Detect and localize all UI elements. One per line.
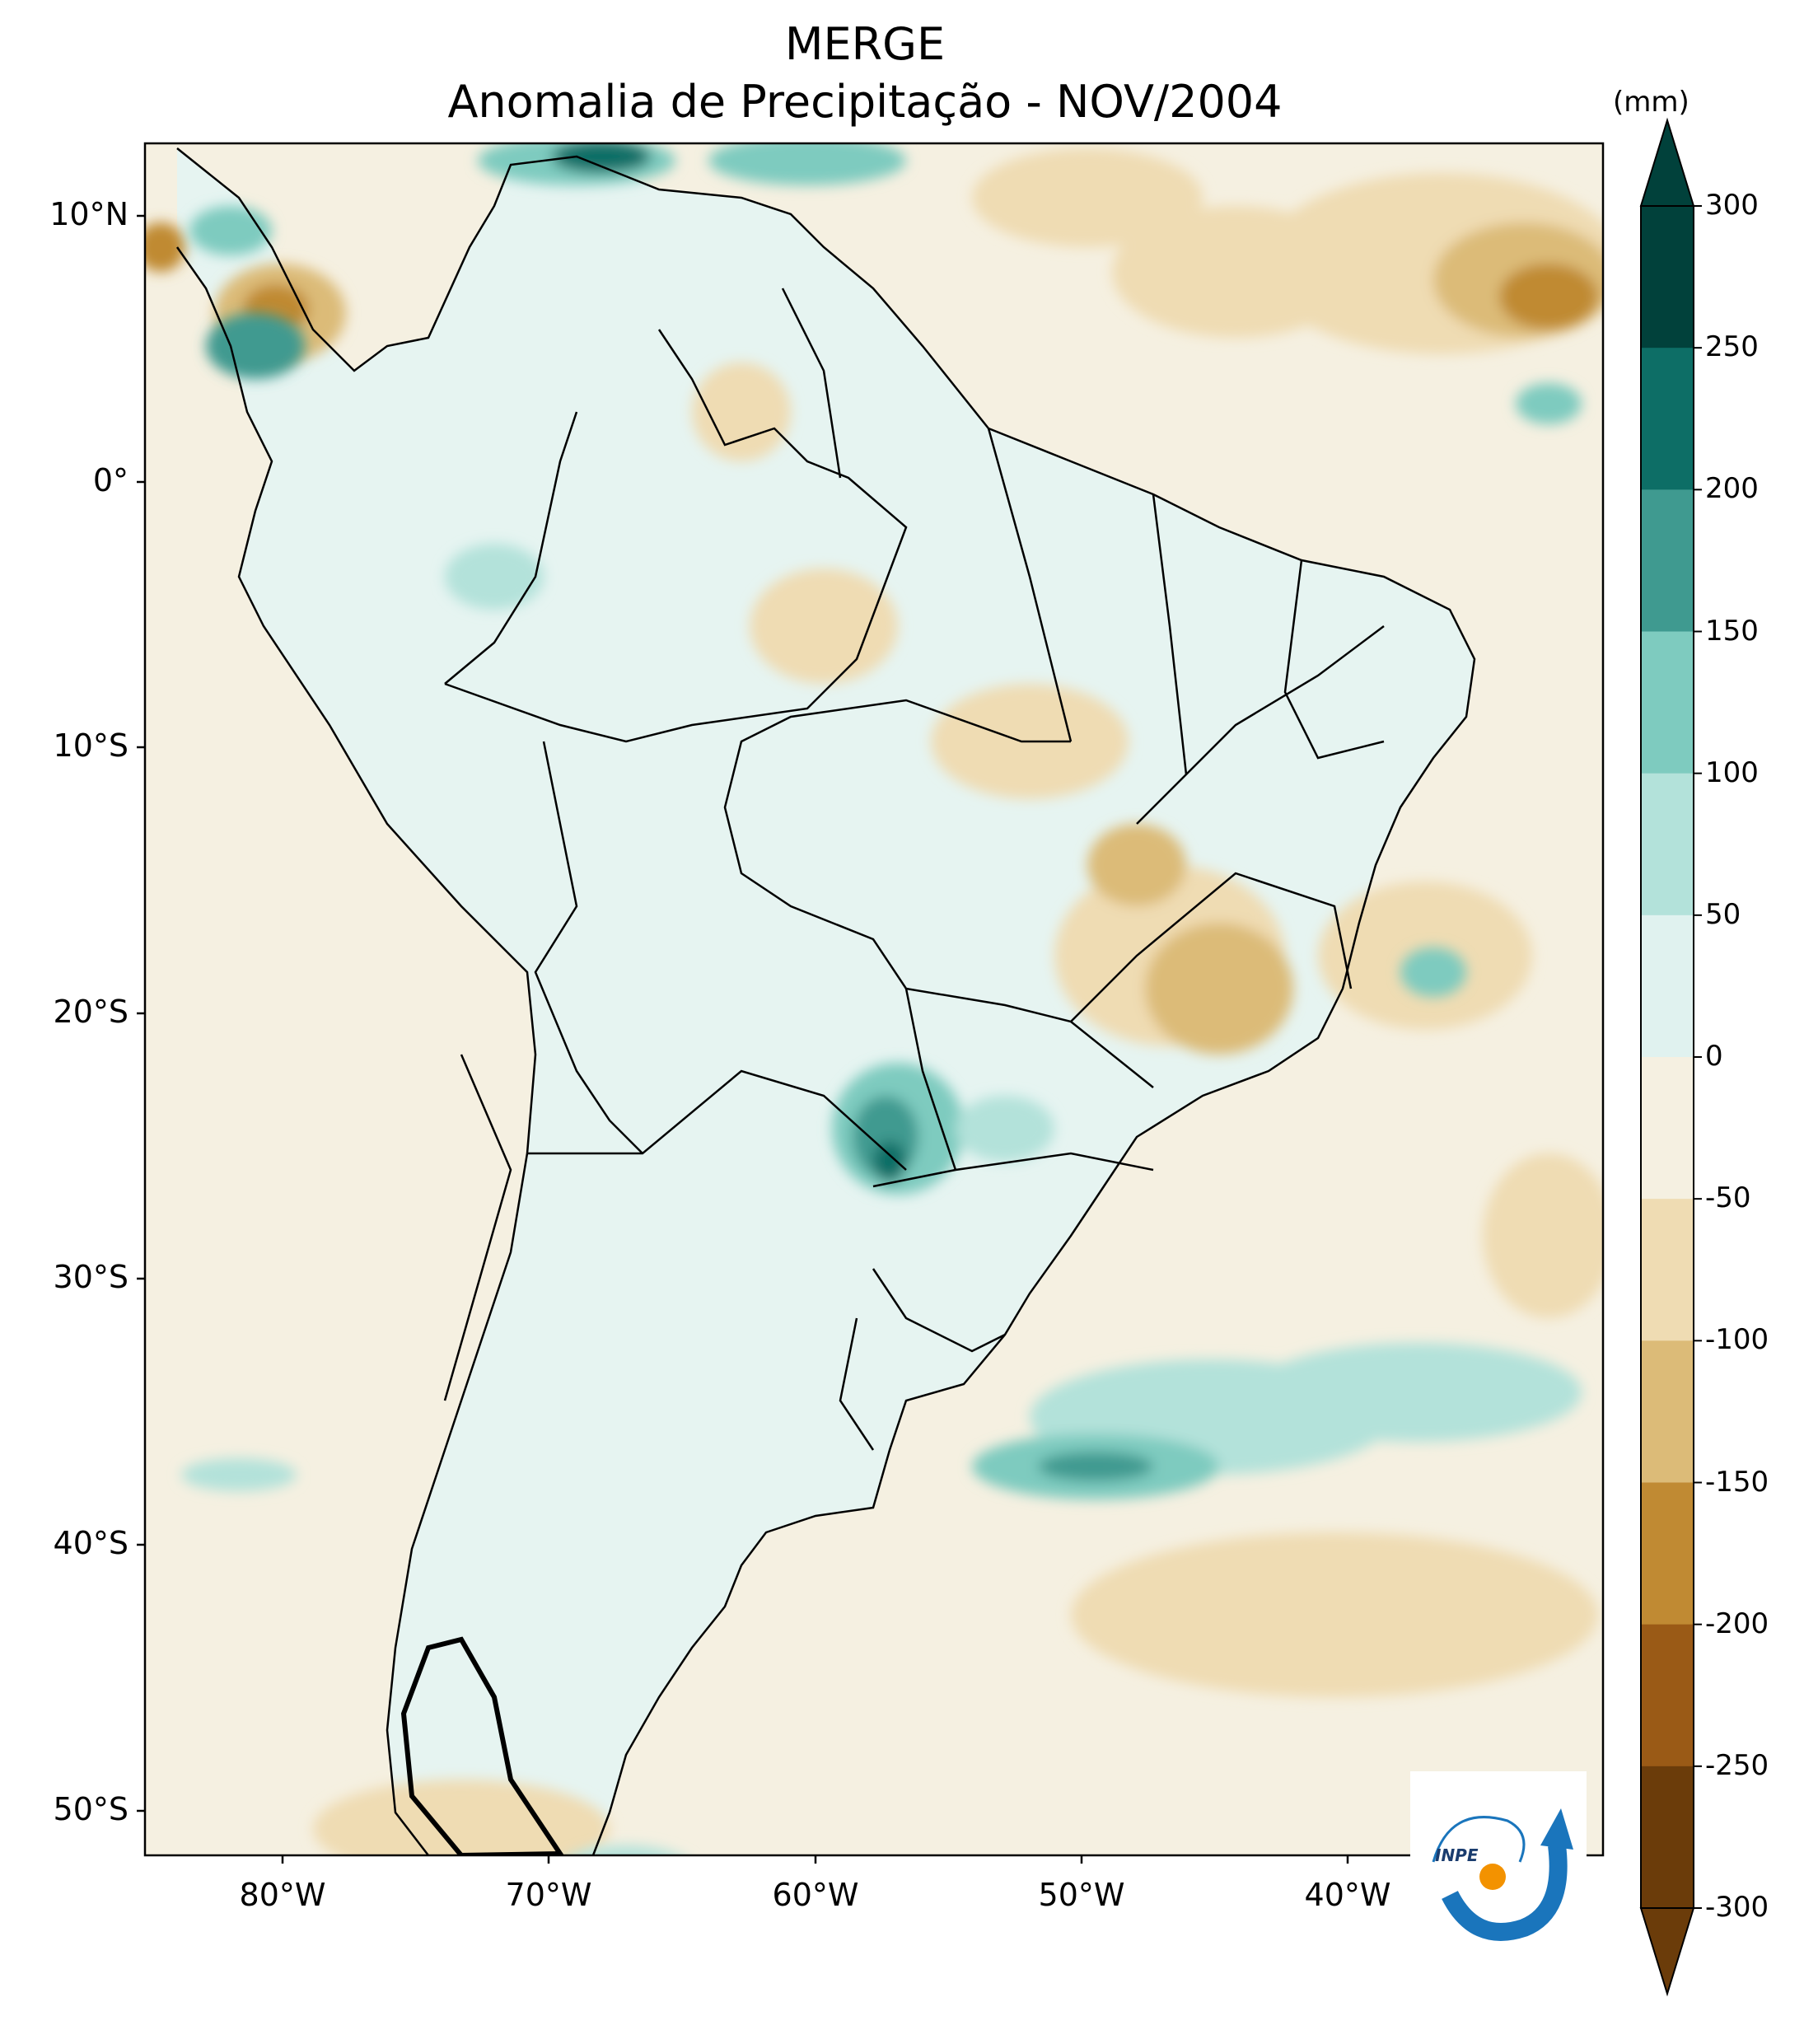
colorbar <box>1639 117 1702 1997</box>
logo-orange-dot-icon <box>1479 1864 1506 1890</box>
lat-label-30s: 30°S <box>53 1259 129 1295</box>
lat-label-10s: 10°S <box>53 727 129 764</box>
colorbar-label: 100 <box>1705 755 1759 789</box>
colorbar-segment <box>1641 1766 1694 1909</box>
lon-label-80w: 80°W <box>239 1877 326 1913</box>
wet-anomaly-patches <box>181 143 1582 1855</box>
colorbar-label: -250 <box>1705 1748 1769 1782</box>
map-frame <box>143 142 1605 1857</box>
precip-field <box>145 143 1603 1855</box>
colorbar-label: -50 <box>1705 1181 1751 1215</box>
logo-swoosh-icon <box>1442 1844 1568 1941</box>
lat-label-20s: 20°S <box>53 994 129 1030</box>
colorbar-label: -100 <box>1705 1323 1769 1357</box>
colorbar-label: -150 <box>1705 1465 1769 1499</box>
colorbar-label: -200 <box>1705 1607 1769 1640</box>
lat-label-50s: 50°S <box>53 1791 129 1827</box>
lon-label-70w: 70°W <box>505 1877 592 1913</box>
lat-label-10n: 10°N <box>49 196 129 232</box>
inpe-logo <box>1410 1771 1587 1944</box>
colorbar-top-arrow <box>1639 117 1695 207</box>
colorbar-unit: (mm) <box>1613 86 1689 119</box>
map-title: MERGE <box>784 18 946 70</box>
colorbar-label: -300 <box>1705 1891 1769 1924</box>
colorbar-label: 250 <box>1705 330 1759 364</box>
lon-label-40w: 40°W <box>1304 1877 1391 1913</box>
colorbar-segment <box>1641 1482 1694 1625</box>
coastlines-borders <box>175 147 1476 1855</box>
colorbar-segment <box>1641 206 1694 348</box>
colorbar-segment <box>1641 914 1694 1058</box>
colorbar-label: 0 <box>1705 1040 1723 1073</box>
colorbar-segment <box>1641 1057 1694 1200</box>
colorbar-label: 300 <box>1705 189 1759 222</box>
colorbar-segment <box>1641 489 1694 632</box>
colorbar-segment <box>1641 1199 1694 1341</box>
colorbar-segment <box>1641 773 1694 916</box>
colorbar-segment <box>1641 1624 1694 1767</box>
axis-ticks <box>137 214 1349 1864</box>
southern-islands <box>400 1636 564 1855</box>
lon-label-60w: 60°W <box>772 1877 859 1913</box>
logo-arrow-icon <box>1540 1808 1573 1850</box>
lat-label-0: 0° <box>92 462 129 498</box>
map-subtitle: Anomalia de Precipitação - NOV/2004 <box>447 76 1283 128</box>
lon-label-50w: 50°W <box>1038 1877 1125 1913</box>
colorbar-segment <box>1641 631 1694 774</box>
logo-text: INPE <box>1435 1845 1479 1865</box>
colorbar-label: 150 <box>1705 614 1759 648</box>
colorbar-segment <box>1641 348 1694 490</box>
colorbar-label: 200 <box>1705 472 1759 506</box>
colorbar-label: 50 <box>1705 897 1741 931</box>
colorbar-bottom-arrow <box>1639 1907 1695 1997</box>
lat-label-40s: 40°S <box>53 1525 129 1561</box>
colorbar-segment <box>1641 1340 1694 1483</box>
